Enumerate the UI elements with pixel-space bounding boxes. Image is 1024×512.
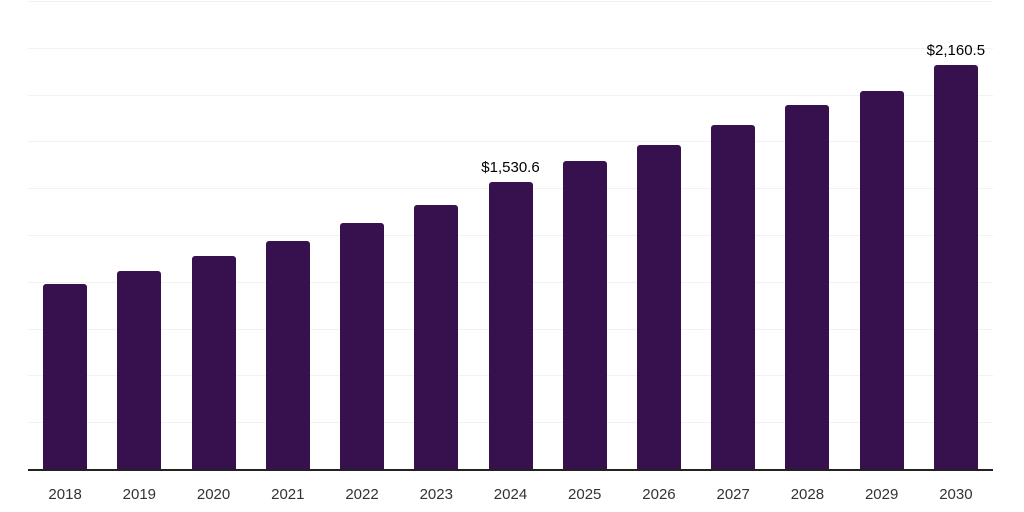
data-label-2030: $2,160.5 bbox=[926, 41, 986, 59]
x-tick-label-2026: 2026 bbox=[642, 486, 676, 503]
data-label-2024: $1,530.6 bbox=[481, 159, 540, 177]
x-tick-label-2024: 2024 bbox=[493, 486, 528, 503]
x-axis-tick-labels: 2018 2019 2020 2021 2022 2023 2024 2025 2026 2027… bbox=[28, 487, 993, 507]
x-tick-label-2018: 2018 bbox=[48, 486, 82, 503]
bar-2028 bbox=[785, 104, 830, 469]
x-tick-label-2023: 2023 bbox=[419, 486, 453, 503]
x-tick-label-2019: 2019 bbox=[122, 486, 157, 503]
bar-2018 bbox=[43, 284, 88, 469]
bar-2027 bbox=[711, 124, 756, 469]
bar-2026 bbox=[636, 144, 681, 469]
bar-2025 bbox=[562, 160, 607, 469]
x-tick-label-2022: 2022 bbox=[345, 486, 379, 503]
x-tick-label-2020: 2020 bbox=[196, 486, 231, 503]
bar-2021 bbox=[265, 241, 310, 469]
x-tick-label-2027: 2027 bbox=[716, 486, 750, 503]
x-tick-label-2021: 2021 bbox=[271, 486, 305, 503]
gridline-2500 bbox=[28, 1, 993, 2]
x-tick-label-2028: 2028 bbox=[790, 486, 825, 503]
bar-2023 bbox=[414, 205, 459, 469]
x-tick-label-2029: 2029 bbox=[864, 486, 899, 503]
bar-2029 bbox=[859, 90, 904, 469]
x-axis-line bbox=[28, 469, 993, 471]
bar-2022 bbox=[340, 223, 385, 469]
gridline-2250 bbox=[28, 47, 993, 49]
bar-2019 bbox=[117, 270, 162, 469]
gridline-2000 bbox=[28, 94, 993, 96]
bar-2020 bbox=[191, 256, 236, 469]
gridline-1750 bbox=[28, 141, 993, 143]
x-tick-label-2030: 2030 bbox=[939, 486, 973, 503]
bar-2024 bbox=[488, 182, 533, 469]
x-tick-label-2025: 2025 bbox=[568, 486, 602, 503]
plot-area: $1,530.6 $2,160.5 bbox=[28, 1, 993, 469]
bar-2030 bbox=[933, 64, 978, 469]
